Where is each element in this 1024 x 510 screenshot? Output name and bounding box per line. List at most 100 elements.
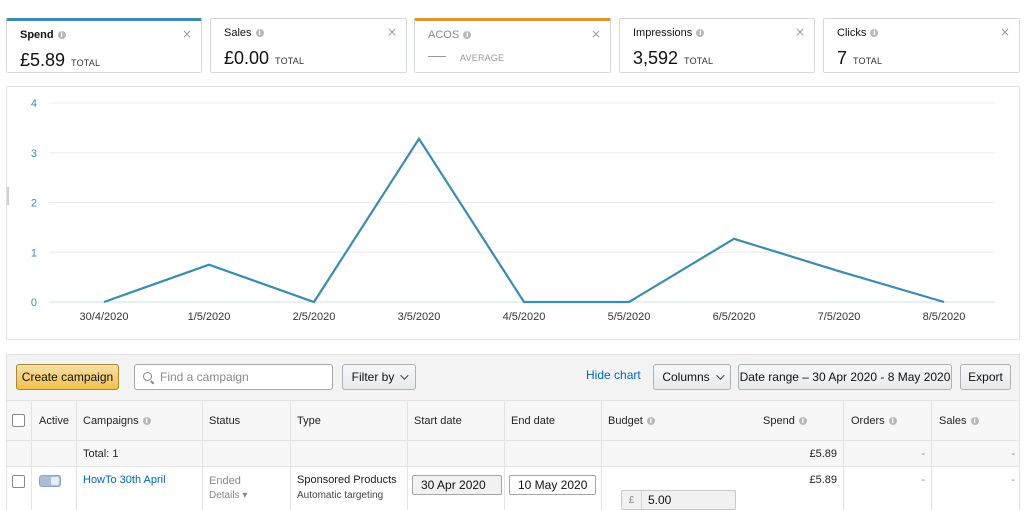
active-toggle[interactable] (39, 475, 61, 487)
metric-value: £0.00 TOTAL (224, 48, 305, 68)
y-tick-label: 3 (31, 148, 37, 160)
column-divider (407, 401, 408, 510)
info-icon[interactable]: i (646, 417, 655, 425)
metric-label: Clicks i (837, 27, 879, 39)
metric-sub-label: TOTAL (71, 58, 101, 68)
total-label: Total: 1 (83, 448, 119, 460)
metric-card-acos[interactable]: ACOS i × AVERAGE (414, 18, 611, 73)
y-tick-label: 4 (31, 98, 37, 110)
budget-value: 5.00 (648, 493, 672, 507)
info-icon[interactable]: i (463, 31, 472, 39)
chevron-down-icon (715, 371, 725, 380)
close-icon[interactable]: × (386, 25, 397, 39)
metric-card-sales[interactable]: Sales i × £0.00 TOTAL (210, 18, 407, 73)
header-spend[interactable]: Spend i (763, 415, 807, 427)
info-icon[interactable]: i (798, 417, 807, 425)
header-sales[interactable]: Sales i (939, 415, 979, 427)
metric-card-spend[interactable]: Spend i × £5.89 TOTAL (6, 18, 202, 73)
total-spend: £5.89 (809, 448, 837, 460)
currency-symbol: £ (622, 491, 642, 509)
metric-label: Spend i (20, 29, 66, 41)
metric-card-clicks[interactable]: Clicks i × 7 TOTAL (823, 18, 1020, 73)
metric-value: 3,592 TOTAL (633, 48, 714, 68)
campaign-status: Ended (209, 475, 241, 487)
header-orders[interactable]: Orders i (851, 415, 897, 427)
x-tick-label: 3/5/2020 (398, 311, 441, 323)
metric-sub-label: TOTAL (275, 56, 305, 66)
chart-panel: 0 1 2 3 4 30/4/2020 1/5/2020 2/5/2020 3/5/2020 4/… (6, 86, 1020, 340)
select-all-checkbox[interactable] (12, 414, 25, 427)
column-divider (290, 401, 291, 510)
info-icon[interactable]: i (57, 31, 66, 39)
column-divider (931, 401, 932, 510)
date-range-button[interactable]: Date range – 30 Apr 2020 - 8 May 2020 (738, 364, 952, 390)
row-checkbox[interactable] (12, 475, 25, 488)
campaign-type: Sponsored Products (297, 474, 397, 486)
close-icon[interactable]: × (590, 27, 601, 41)
column-divider (843, 401, 844, 510)
search-icon (143, 371, 154, 383)
header-campaigns[interactable]: Campaigns i (83, 415, 151, 427)
info-icon[interactable]: i (888, 417, 897, 425)
close-icon[interactable]: × (999, 25, 1010, 39)
y-tick-label: 2 (31, 198, 37, 210)
metric-label: Impressions i (633, 27, 705, 39)
header-status[interactable]: Status (209, 415, 241, 427)
start-date-field[interactable]: 30 Apr 2020 (412, 475, 502, 495)
total-orders: - (921, 448, 925, 460)
x-tick-label: 7/5/2020 (818, 311, 861, 323)
info-icon[interactable]: i (870, 29, 879, 37)
header-active[interactable]: Active (39, 415, 69, 427)
metric-value: £5.89 TOTAL (20, 50, 101, 70)
column-divider (31, 401, 32, 510)
close-icon[interactable]: × (794, 25, 805, 39)
y-tick-label: 1 (31, 247, 37, 259)
row-sales: - (1011, 474, 1015, 486)
search-box[interactable] (134, 364, 333, 390)
column-divider (504, 401, 505, 510)
budget-field[interactable]: £ 5.00 (621, 490, 736, 510)
table-header-row (7, 401, 1019, 441)
close-icon[interactable]: × (181, 27, 192, 41)
chevron-down-icon (400, 371, 410, 380)
metric-label: Sales i (224, 27, 264, 39)
info-icon[interactable]: i (696, 29, 705, 37)
info-icon[interactable]: i (142, 417, 151, 425)
column-divider (202, 401, 203, 510)
info-icon[interactable]: i (255, 29, 264, 37)
columns-button[interactable]: Columns (653, 364, 731, 390)
hide-chart-link[interactable]: Hide chart (586, 368, 641, 382)
end-date-field[interactable]: 10 May 2020 (509, 475, 596, 495)
x-tick-label: 8/5/2020 (923, 311, 966, 323)
search-input[interactable] (160, 370, 320, 384)
column-divider (601, 401, 602, 510)
header-end-date[interactable]: End date (511, 415, 556, 427)
details-dropdown[interactable]: Details ▾ (209, 490, 248, 501)
x-tick-label: 1/5/2020 (188, 311, 231, 323)
campaign-name-link[interactable]: HowTo 30th April (83, 474, 166, 486)
create-campaign-button[interactable]: Create campaign (16, 364, 119, 390)
metric-label: ACOS i (428, 29, 472, 41)
info-icon[interactable]: i (970, 417, 979, 425)
table-total-row (7, 441, 1019, 467)
campaigns-table: Active Campaigns i Status Type Start dat… (6, 400, 1020, 510)
export-button[interactable]: Export (960, 364, 1011, 390)
x-tick-label: 30/4/2020 (80, 311, 129, 323)
series-line (103, 136, 945, 304)
metric-sub-label: AVERAGE (460, 53, 505, 63)
metric-sub-label: TOTAL (684, 56, 714, 66)
header-budget[interactable]: Budget i (608, 415, 655, 427)
empty-value-dash (428, 56, 446, 57)
metric-value: AVERAGE (428, 53, 504, 63)
x-tick-label: 6/5/2020 (713, 311, 756, 323)
chart-svg: 0 1 2 3 4 30/4/2020 1/5/2020 2/5/2020 3/5/2020 4/… (31, 98, 995, 323)
filter-by-button[interactable]: Filter by (342, 364, 416, 390)
metric-card-impressions[interactable]: Impressions i × 3,592 TOTAL (619, 18, 815, 73)
panel-edge-marker (7, 187, 9, 205)
header-type[interactable]: Type (297, 415, 321, 427)
targeting-type: Automatic targeting (297, 490, 384, 501)
metric-sub-label: TOTAL (853, 56, 883, 66)
metric-value: 7 TOTAL (837, 48, 883, 68)
header-start-date[interactable]: Start date (414, 415, 462, 427)
y-tick-label: 0 (31, 297, 37, 309)
